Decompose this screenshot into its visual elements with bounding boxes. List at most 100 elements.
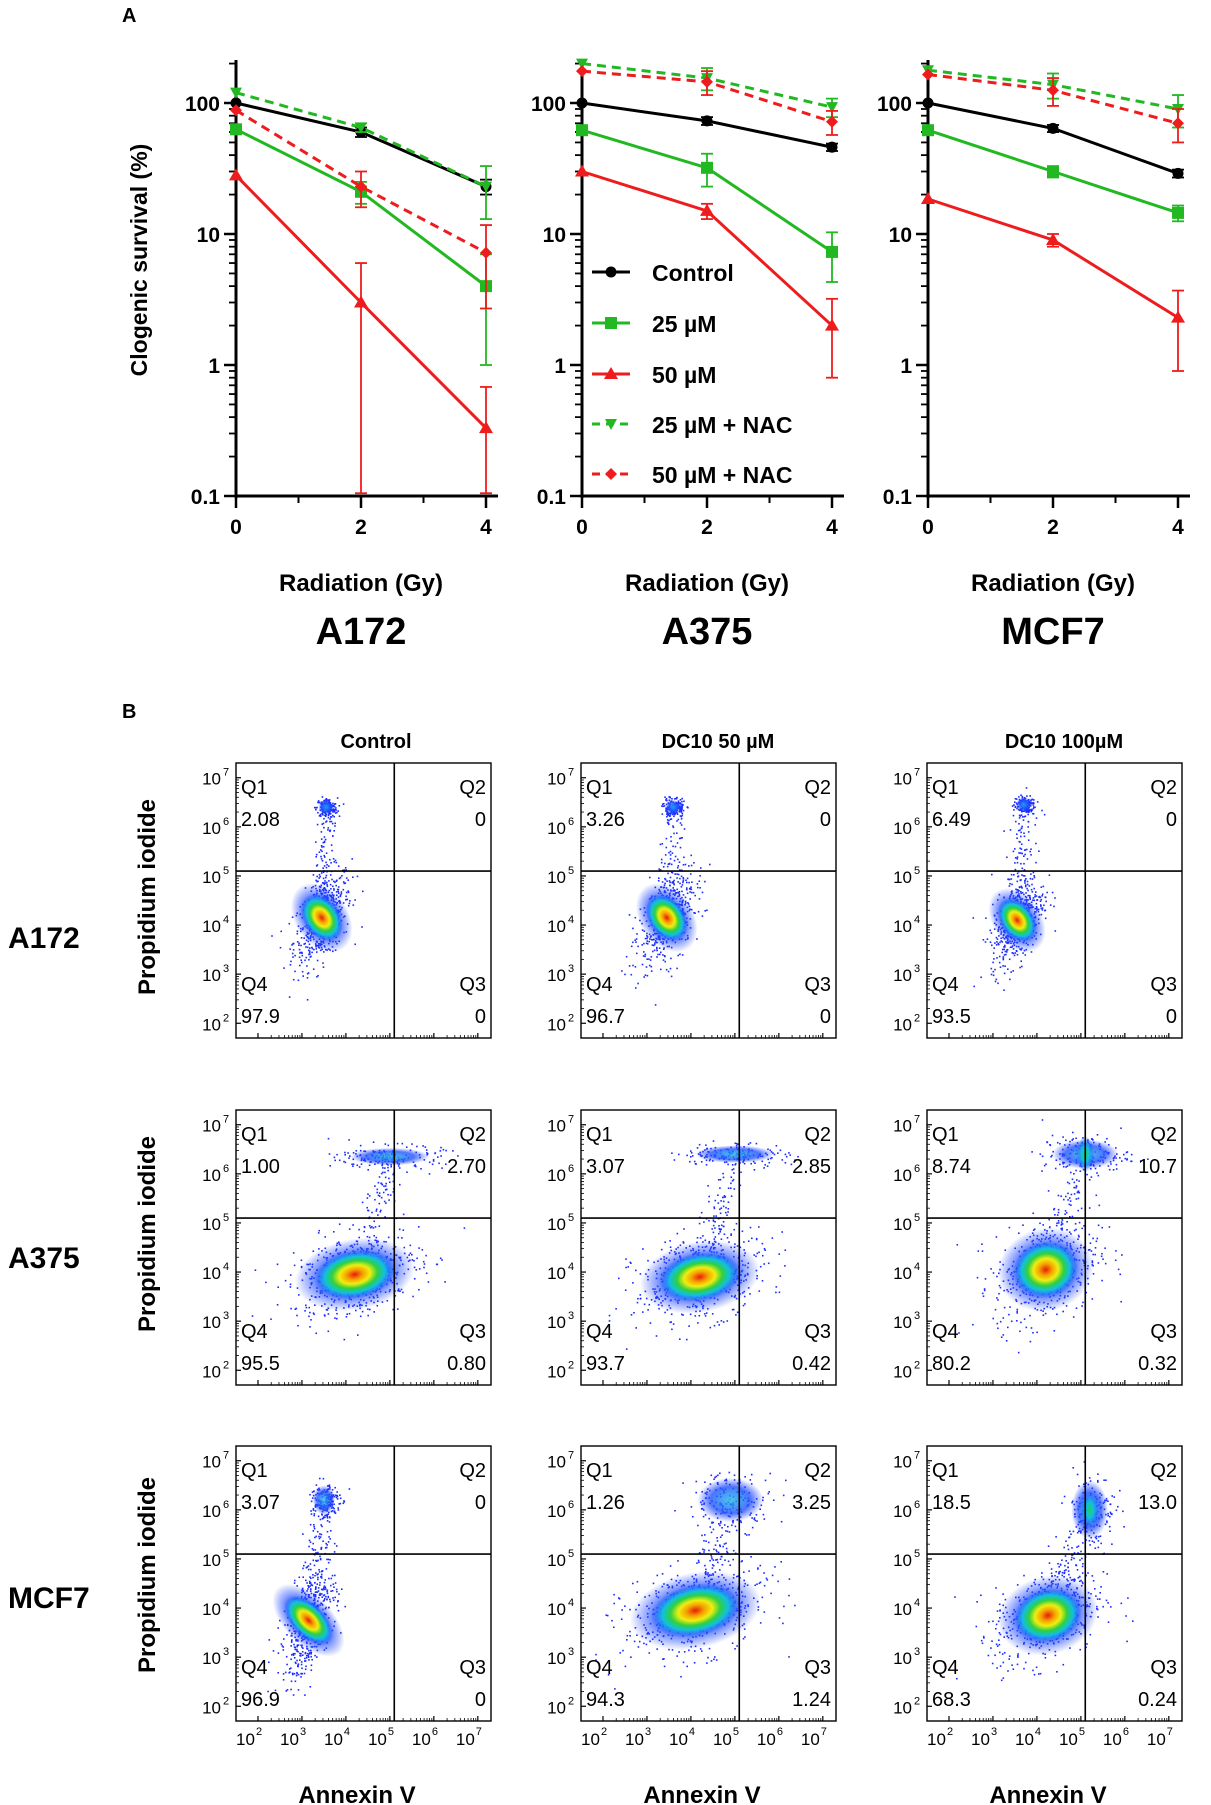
event-dot (743, 1241, 745, 1243)
event-dot (1032, 812, 1034, 815)
event-dot (989, 929, 991, 932)
event-dot (420, 1168, 422, 1170)
event-dot (636, 1301, 639, 1304)
event-dot (324, 856, 326, 858)
event-dot (653, 949, 656, 952)
series-line (581, 128, 833, 254)
event-dot (1029, 795, 1031, 797)
event-dot (338, 1223, 341, 1225)
event-dot (384, 1189, 387, 1191)
event-dot (1034, 896, 1036, 898)
point (229, 168, 243, 181)
event-dot (1030, 854, 1032, 856)
y-tick-base: 10 (547, 1166, 566, 1185)
event-dot (1009, 946, 1012, 949)
flow-xlabel-dc10-50: Annexin V (643, 1782, 760, 1805)
y-tick-exp: 6 (223, 1163, 229, 1175)
event-dot (750, 1162, 752, 1165)
q1-label: Q1 (586, 1124, 613, 1146)
event-dot (1012, 814, 1015, 817)
event-dot (308, 958, 310, 961)
event-dot (660, 1248, 663, 1251)
event-dot (304, 1310, 306, 1312)
event-dot (1114, 1259, 1117, 1262)
event-dot (732, 1308, 735, 1311)
event-dot (1020, 862, 1022, 865)
y-tick-label: 100 (185, 93, 220, 116)
event-dot (371, 1211, 373, 1214)
event-dot (723, 1233, 726, 1235)
event-dot (759, 1265, 762, 1268)
event-dot (301, 954, 304, 957)
event-dot (312, 874, 315, 876)
event-dot (647, 1259, 649, 1262)
event-dot (678, 1153, 680, 1156)
event-dot (385, 1202, 387, 1204)
event-dot (633, 1312, 635, 1314)
event-dot (382, 1191, 385, 1194)
event-dot (666, 865, 669, 868)
event-dot (1008, 958, 1011, 961)
event-dot (723, 1196, 726, 1198)
event-dot (646, 935, 648, 937)
point (479, 421, 493, 434)
event-dot (635, 1327, 637, 1329)
event-dot (703, 1221, 705, 1223)
event-dot (673, 879, 675, 882)
event-dot (700, 1161, 703, 1163)
event-dot (310, 1319, 312, 1321)
event-dot (334, 812, 337, 814)
event-dot (719, 1187, 721, 1189)
event-dot (692, 891, 695, 894)
row-label-a375: A375 (8, 1242, 80, 1275)
event-dot (427, 1281, 430, 1283)
event-dot (463, 1227, 466, 1229)
event-dot (296, 932, 299, 935)
event-dot (1030, 951, 1033, 953)
event-dot (660, 951, 662, 954)
event-dot (1060, 1221, 1063, 1223)
event-dot (301, 970, 304, 973)
point (1171, 310, 1185, 323)
event-dot (719, 1212, 722, 1215)
event-dot (665, 810, 667, 812)
series-c50nac (230, 104, 492, 310)
event-dot (320, 838, 323, 840)
point (701, 161, 713, 174)
q3-value: 0 (475, 1006, 486, 1028)
event-dot (348, 1312, 351, 1315)
col-title-dc10-100: DC10 100µM (1005, 731, 1123, 753)
event-dot (704, 880, 706, 883)
event-dot (402, 1213, 405, 1216)
event-dot (328, 880, 330, 882)
event-dot (681, 803, 684, 806)
event-dot (312, 1312, 315, 1314)
event-dot (995, 936, 998, 939)
event-dot (333, 861, 336, 863)
y-tick-base: 10 (547, 1215, 566, 1234)
event-dot (1083, 1225, 1085, 1227)
event-dot (316, 806, 318, 809)
event-dot (1020, 794, 1022, 796)
event-dot (637, 982, 639, 985)
density-core (997, 898, 1037, 943)
q3-label: Q3 (804, 1321, 831, 1343)
event-dot (416, 1145, 418, 1148)
event-dot (686, 881, 688, 884)
event-dot (668, 796, 670, 798)
event-dot (1031, 878, 1034, 880)
event-dot (728, 1241, 730, 1243)
event-dot (689, 891, 691, 893)
event-dot (665, 968, 668, 971)
event-dot (997, 942, 999, 945)
event-dot (749, 1142, 752, 1144)
event-dot (758, 1251, 760, 1254)
event-dot (382, 1167, 384, 1169)
y-tick-exp: 4 (568, 1261, 574, 1273)
event-dot (322, 841, 325, 844)
event-dot (303, 943, 305, 945)
event-dot (1016, 837, 1018, 839)
event-dot (775, 1145, 778, 1147)
event-dot (1015, 798, 1018, 800)
